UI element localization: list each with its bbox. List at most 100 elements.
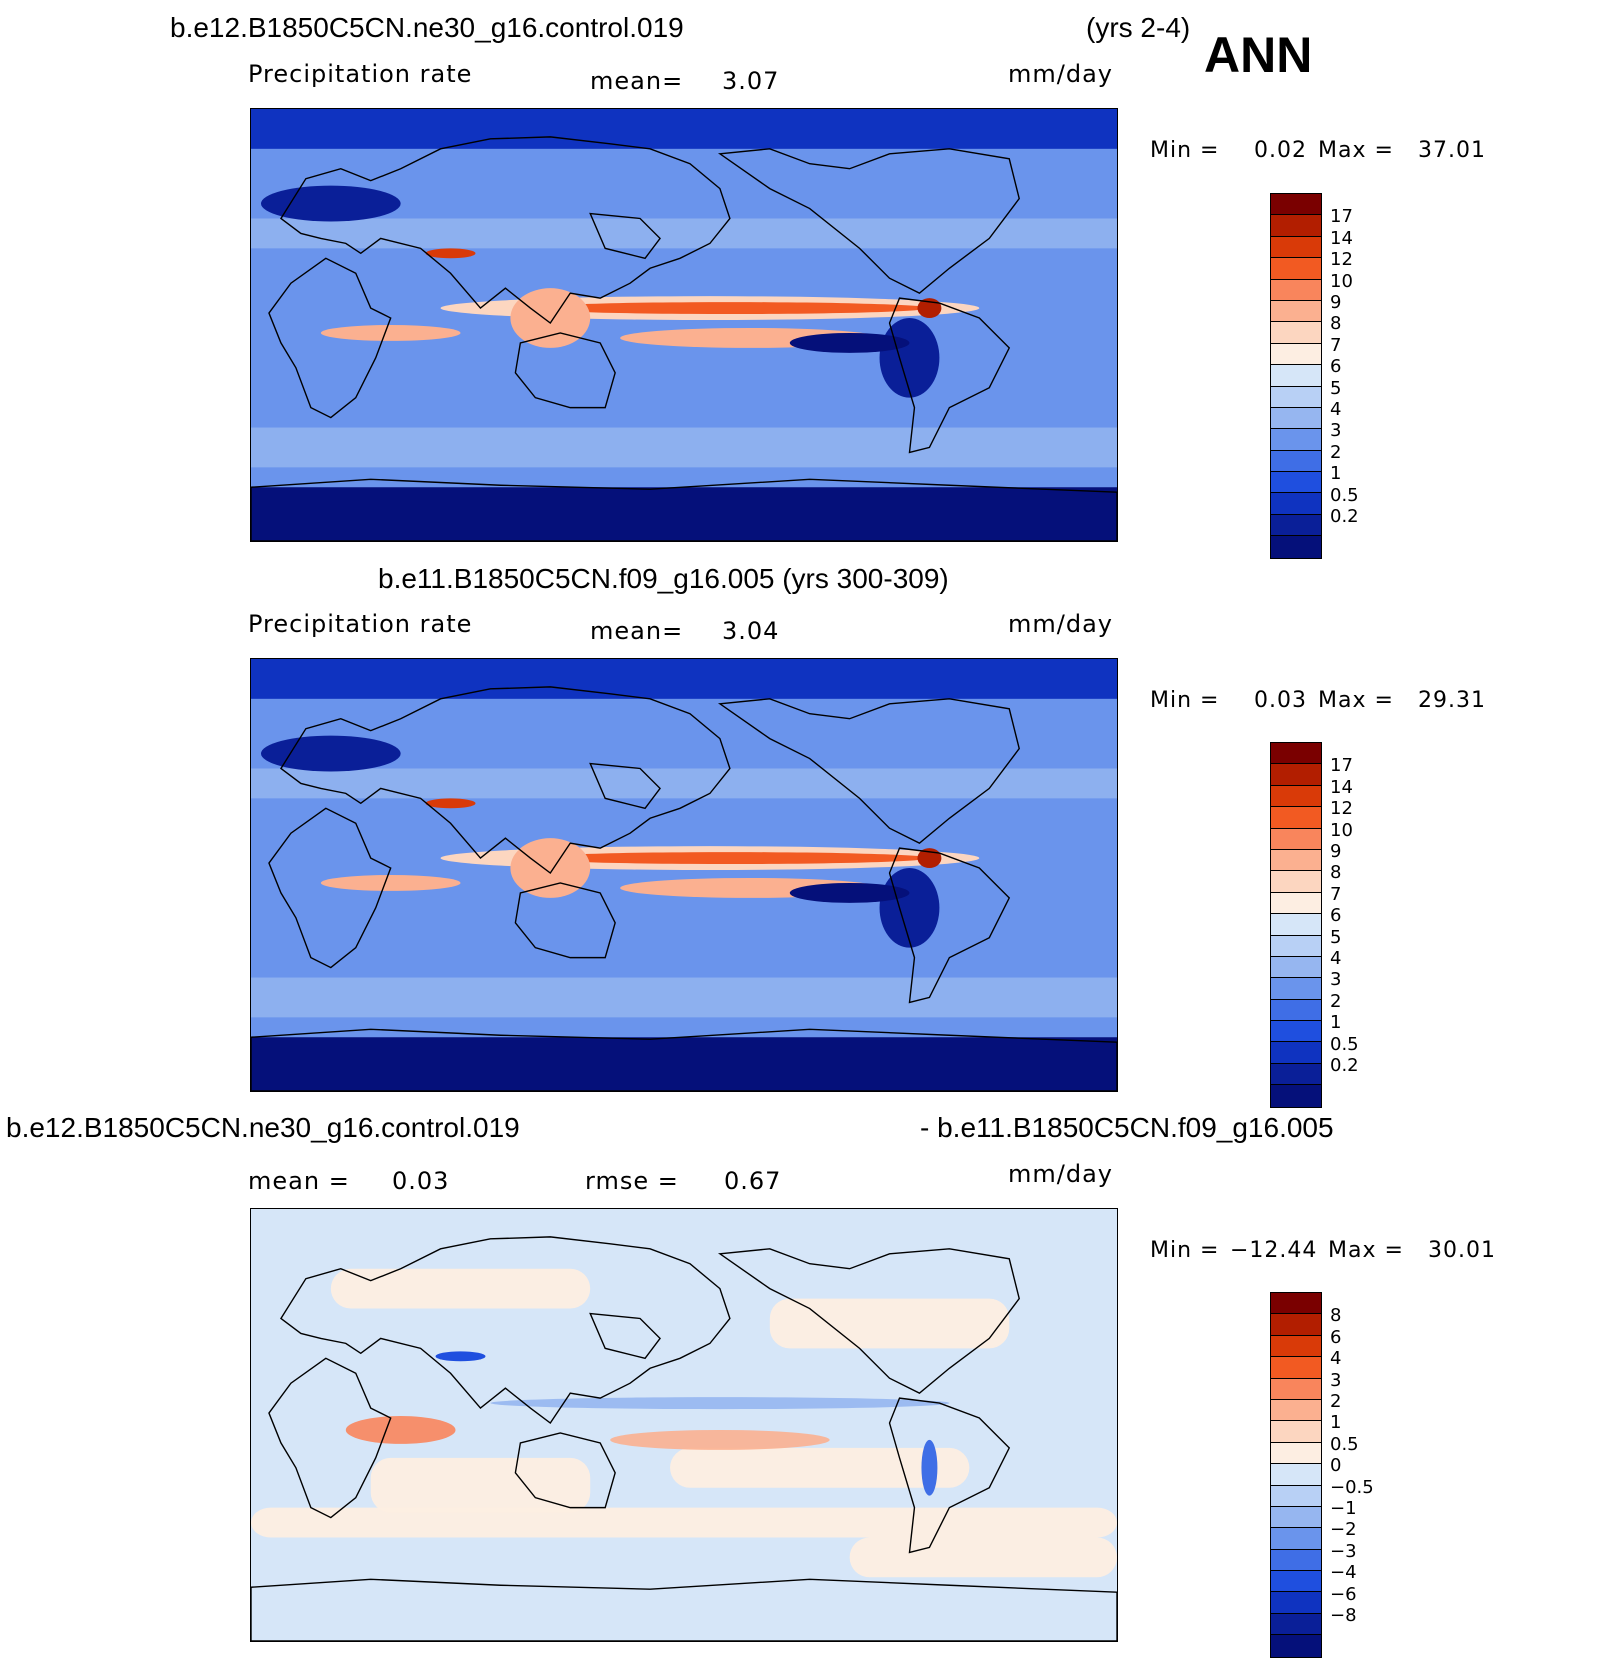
colorbar-tick-label: 4	[1330, 948, 1342, 969]
panel2-units: mm/day	[1008, 610, 1113, 638]
colorbar-swatch	[1271, 1635, 1321, 1657]
indian-ocean-band	[320, 325, 461, 341]
panel3-rmse-label: rmse =	[585, 1167, 679, 1195]
himalaya-peak	[425, 248, 476, 259]
polar-dry-band	[251, 659, 1117, 699]
panel2-precip-map	[250, 658, 1118, 1092]
colorbar-swatch	[1271, 386, 1321, 408]
colorbar-tick-label: 17	[1330, 206, 1353, 228]
colorbar-swatch	[1271, 914, 1321, 936]
colorbar-swatch	[1271, 343, 1321, 366]
dry-region	[879, 318, 940, 398]
coastline	[717, 698, 1020, 844]
coastline	[717, 148, 1020, 294]
panel3-max-value: 30.01	[1428, 1238, 1496, 1263]
colorbar-tick-label: −6	[1330, 1583, 1357, 1605]
colorbar-tick-label: 14	[1330, 227, 1353, 249]
panel1-max-label: Max =	[1318, 138, 1394, 163]
colorbar-tick-label: 0	[1330, 1455, 1342, 1477]
colorbar-tick-label: 2	[1330, 990, 1342, 1012]
panel1-variable: Precipitation rate	[248, 60, 473, 88]
colorbar-tick-label: −0.5	[1330, 1476, 1374, 1498]
colorbar-swatch	[1271, 215, 1321, 237]
colorbar-tick-label: 8	[1330, 313, 1342, 335]
storm-track	[251, 427, 1117, 468]
coastline	[279, 1236, 731, 1425]
maritime-continent	[510, 838, 591, 898]
colorbar-tick-label: 8	[1330, 862, 1342, 884]
himalaya-peak	[425, 798, 476, 809]
colorbar-tick-label: 0.2	[1330, 506, 1359, 527]
panel3-min-label: Min =	[1150, 1238, 1220, 1263]
colorbar-swatch	[1271, 194, 1321, 216]
colorbar-tick-label: 12	[1330, 249, 1353, 271]
colorbar-swatch	[1271, 1592, 1321, 1614]
colorbar-swatch	[1271, 322, 1321, 344]
colorbar-tick-label: 10	[1330, 819, 1353, 841]
colorbar-tick-label: −2	[1330, 1519, 1357, 1541]
colorbar-tick-label: 7	[1330, 334, 1342, 356]
colorbar-swatch	[1271, 935, 1321, 957]
coastline	[888, 847, 1011, 1004]
colorbar-swatch	[1271, 514, 1321, 537]
panel2-max-label: Max =	[1318, 688, 1394, 713]
panel2-mean-label: mean=	[590, 617, 684, 645]
negative-anomaly-spot	[921, 1439, 938, 1496]
panel3-min-value: −12.44	[1230, 1238, 1318, 1263]
panel1-mean-value: 3.07	[722, 67, 780, 95]
colorbar-swatch	[1271, 1335, 1321, 1358]
panel3-max-label: Max =	[1328, 1238, 1404, 1263]
colorbar-swatch	[1271, 892, 1321, 915]
polar-dry-band	[251, 487, 1117, 541]
colorbar-tick-label: 2	[1330, 441, 1342, 463]
indian-ocean-band	[320, 875, 461, 891]
colorbar-swatch	[1271, 429, 1321, 451]
colorbar-tick-label: 10	[1330, 270, 1353, 292]
coastline	[268, 257, 392, 419]
panel2-case-title: b.e11.B1850C5CN.f09_g16.005 (yrs 300-309…	[378, 563, 949, 594]
colorbar-swatch	[1271, 258, 1321, 280]
polar-dry-band	[251, 109, 1117, 149]
positive-anomaly-region	[670, 1447, 970, 1488]
dry-tongue	[789, 882, 910, 903]
colorbar-swatch	[1271, 1021, 1321, 1043]
colorbar-swatch	[1271, 978, 1321, 1000]
colorbar-swatch	[1271, 1042, 1321, 1064]
panel1-min-label: Min =	[1150, 138, 1220, 163]
colorbar-tick-label: 1	[1330, 1012, 1342, 1034]
panel2-variable: Precipitation rate	[248, 610, 473, 638]
colorbar-tick-label: −4	[1330, 1562, 1357, 1584]
colorbar-tick-label: 8	[1330, 1305, 1342, 1327]
coastline	[589, 762, 661, 810]
itcz-core	[530, 852, 930, 865]
panel3-rmse-value: 0.67	[724, 1167, 782, 1195]
colorbar-tick-label: 4	[1330, 399, 1342, 420]
positive-anomaly-region	[849, 1537, 1117, 1578]
colorbar-swatch	[1271, 1314, 1321, 1336]
panel3-case-title-right: - b.e11.B1850C5CN.f09_g16.005	[920, 1112, 1334, 1143]
panel3-difference-map	[250, 1208, 1118, 1642]
coastline	[888, 297, 1011, 454]
background-field	[251, 659, 1117, 1091]
polar-dry-band	[251, 1037, 1117, 1091]
colorbar-tick-label: 0.5	[1330, 1033, 1359, 1055]
colorbar-swatch	[1271, 807, 1321, 829]
colorbar-swatch	[1271, 956, 1321, 979]
colorbar-swatch	[1271, 279, 1321, 301]
panel3-mean-label: mean =	[248, 1167, 350, 1195]
positive-anomaly-region	[251, 1507, 1117, 1538]
coastline	[514, 332, 616, 409]
colorbar-swatch	[1271, 849, 1321, 872]
storm-track	[251, 218, 1117, 249]
colorbar-tick-label: 1	[1330, 463, 1342, 485]
colorbar-swatch	[1271, 1464, 1321, 1486]
colorbar-swatch	[1271, 1421, 1321, 1443]
colorbar-swatch	[1271, 1378, 1321, 1400]
colorbar-swatch	[1271, 828, 1321, 850]
colorbar-tick-label: −1	[1330, 1498, 1357, 1519]
colorbar-tick-label: 1	[1330, 1412, 1342, 1434]
colorbar-swatch	[1271, 300, 1321, 323]
colorbar-swatch	[1271, 1549, 1321, 1572]
colorbar-tick-label: 6	[1330, 1326, 1342, 1348]
coastline	[589, 212, 661, 260]
